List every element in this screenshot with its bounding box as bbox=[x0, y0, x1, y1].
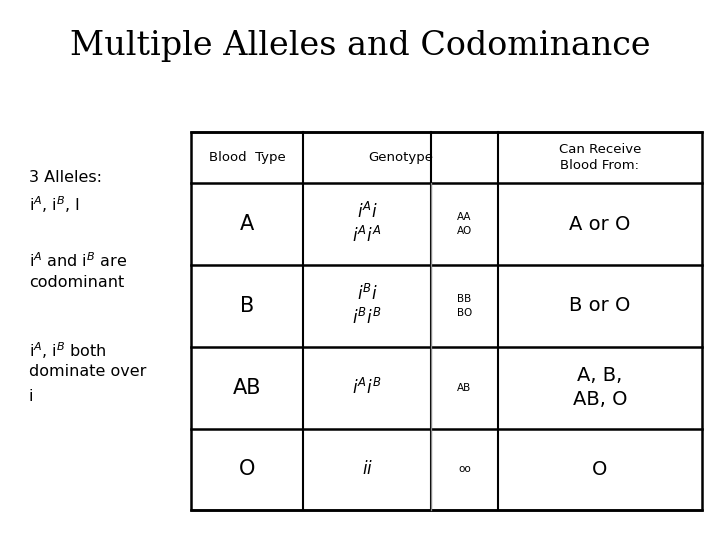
Text: 3 Alleles:: 3 Alleles: bbox=[29, 170, 102, 185]
Text: oo: oo bbox=[458, 464, 471, 475]
Text: $i^{A}i^{B}$: $i^{A}i^{B}$ bbox=[352, 377, 382, 398]
Text: A: A bbox=[240, 214, 254, 234]
Text: AB: AB bbox=[233, 377, 261, 397]
Text: BB
BO: BB BO bbox=[456, 294, 472, 318]
Bar bbox=[191, 132, 702, 510]
Text: $ii$: $ii$ bbox=[361, 461, 373, 478]
Text: $i^{B}i$: $i^{B}i$ bbox=[356, 284, 378, 304]
Text: dominate over: dominate over bbox=[29, 364, 146, 380]
Text: codominant: codominant bbox=[29, 275, 124, 291]
Text: O: O bbox=[239, 460, 255, 480]
Text: i$^A$ and i$^B$ are: i$^A$ and i$^B$ are bbox=[29, 251, 127, 270]
Text: Blood  Type: Blood Type bbox=[209, 151, 285, 164]
Text: O: O bbox=[592, 460, 608, 479]
Text: AB: AB bbox=[457, 383, 472, 393]
Text: Can Receive
Blood From:: Can Receive Blood From: bbox=[559, 143, 641, 172]
Text: A or O: A or O bbox=[569, 215, 631, 234]
Text: AA
AO: AA AO bbox=[456, 212, 472, 236]
Text: B: B bbox=[240, 296, 254, 316]
Text: A, B,
AB, O: A, B, AB, O bbox=[572, 367, 627, 409]
Text: i: i bbox=[29, 389, 33, 404]
Text: Multiple Alleles and Codominance: Multiple Alleles and Codominance bbox=[70, 30, 650, 62]
Text: i$^A$, i$^B$ both: i$^A$, i$^B$ both bbox=[29, 340, 107, 361]
Text: $i^{A}i^{A}$: $i^{A}i^{A}$ bbox=[352, 226, 382, 246]
Text: B or O: B or O bbox=[569, 296, 631, 315]
Text: Genotype: Genotype bbox=[368, 151, 433, 164]
Text: i$^A$, i$^B$, I: i$^A$, i$^B$, I bbox=[29, 194, 80, 215]
Text: $i^{A}i$: $i^{A}i$ bbox=[356, 202, 378, 222]
Text: $i^{B}i^{B}$: $i^{B}i^{B}$ bbox=[352, 308, 382, 328]
